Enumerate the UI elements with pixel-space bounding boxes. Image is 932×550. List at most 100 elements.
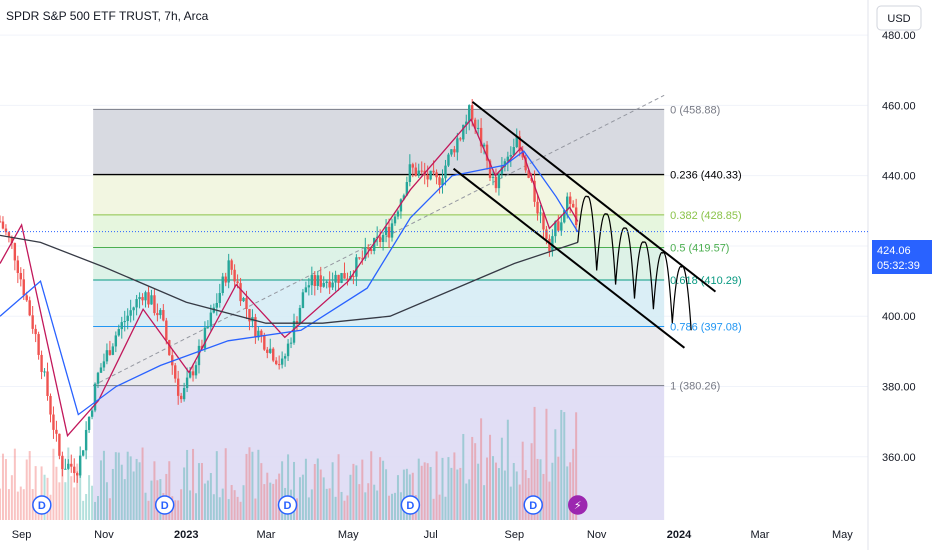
fib-trend-line[interactable]	[92, 94, 665, 387]
volume-bar	[129, 456, 132, 520]
time-tick-label: Mar	[256, 529, 275, 541]
candle-body	[129, 310, 132, 316]
volume-bar	[25, 459, 28, 520]
volume-bar	[515, 471, 518, 520]
volume-bar	[1, 453, 4, 520]
dividend-marker[interactable]	[154, 495, 175, 515]
candle-body	[560, 222, 563, 231]
volume-bar	[94, 501, 97, 520]
volume-bar	[245, 453, 248, 520]
volume-bar	[575, 412, 578, 520]
volume-bar	[111, 468, 114, 520]
channel-lower-line[interactable]	[452, 167, 686, 349]
candle-body	[494, 176, 498, 189]
volume-bar	[97, 496, 100, 520]
volume-bar	[254, 498, 257, 520]
candle-body	[304, 287, 308, 293]
volume-bar	[539, 459, 542, 520]
candle-body	[390, 223, 394, 238]
dividend-marker-label: D	[38, 500, 46, 512]
candle-body	[322, 282, 325, 287]
candle-body	[61, 455, 64, 470]
fib-level-label: 0.236 (440.33)	[670, 170, 742, 182]
volume-bar	[545, 408, 548, 520]
currency-button[interactable]: USD	[876, 5, 922, 31]
candle-body	[414, 167, 417, 176]
candle-body	[488, 160, 492, 178]
candle-body	[319, 275, 322, 287]
event-markers[interactable]: D D D D D ⚡	[32, 495, 588, 515]
candle-body	[218, 292, 221, 303]
price-tick-label: 480.00	[882, 30, 916, 42]
candle-body	[209, 312, 213, 327]
price-tick-label: 400.00	[882, 311, 916, 323]
candle-body	[441, 178, 444, 186]
volume-bar	[209, 473, 212, 520]
candle-body	[49, 395, 52, 415]
dividend-marker[interactable]	[400, 495, 421, 515]
projected-path[interactable]	[577, 195, 692, 331]
candle-body	[295, 320, 299, 323]
volume-bar	[474, 443, 477, 520]
volume-bar	[423, 462, 426, 520]
volume-bar	[367, 483, 370, 520]
candle-body	[343, 273, 346, 279]
channel-upper-line[interactable]	[471, 101, 717, 293]
candle-body	[55, 429, 58, 434]
volume-bar	[263, 484, 266, 520]
candle-body	[111, 346, 115, 355]
candle-body	[174, 365, 177, 379]
candle-body	[43, 371, 46, 373]
candle-body	[263, 335, 266, 350]
candle-body	[301, 292, 305, 308]
candle-body	[542, 212, 545, 230]
volume-bar	[141, 447, 144, 520]
volume-bar	[260, 463, 263, 520]
volume-bar	[471, 436, 474, 520]
dividend-marker[interactable]	[277, 495, 298, 515]
price-tick-label: 360.00	[882, 452, 916, 464]
fib-zone	[93, 214, 665, 248]
candle-body	[203, 327, 207, 349]
volume-bar	[506, 419, 509, 520]
candle-body	[557, 221, 560, 231]
fibonacci-retracement[interactable]: 0 (458.88) 0.236 (440.33) 0.382 (428.85) 0.…	[92, 94, 742, 520]
dividend-marker-label: D	[284, 500, 292, 512]
candle-body	[438, 177, 441, 186]
candle-body	[503, 161, 507, 167]
candle-body	[417, 170, 420, 176]
candle-body	[435, 172, 438, 178]
currency-label[interactable]: USD	[887, 13, 910, 25]
volume-bar	[0, 488, 1, 520]
candle-body	[138, 297, 141, 300]
volume-bar	[533, 406, 536, 520]
volume-bar	[248, 447, 251, 520]
candle-body	[515, 136, 518, 148]
volume-bar	[10, 475, 13, 520]
candle-body	[269, 348, 272, 353]
volume-bar	[123, 479, 126, 520]
candle-body	[468, 105, 471, 122]
candle-body	[162, 310, 165, 321]
candle-body	[485, 144, 489, 161]
earnings-marker[interactable]	[568, 495, 588, 515]
candle-body	[381, 234, 385, 242]
volume-bar	[358, 484, 361, 520]
currency-button-frame[interactable]	[876, 5, 922, 31]
trend-channel[interactable]	[452, 101, 717, 349]
dividend-marker[interactable]	[32, 495, 52, 515]
volume-bar	[477, 463, 480, 520]
volume-bar	[28, 451, 31, 520]
volume-bar	[266, 472, 269, 520]
fib-zone	[93, 247, 665, 281]
volume-bar	[438, 494, 441, 520]
candle-body	[364, 247, 367, 259]
candle-body	[399, 199, 403, 212]
volume-bar	[82, 500, 85, 520]
volume-bar	[212, 494, 215, 520]
volume-bar	[132, 471, 135, 520]
dividend-marker[interactable]	[523, 495, 543, 515]
candle-body	[31, 315, 34, 329]
